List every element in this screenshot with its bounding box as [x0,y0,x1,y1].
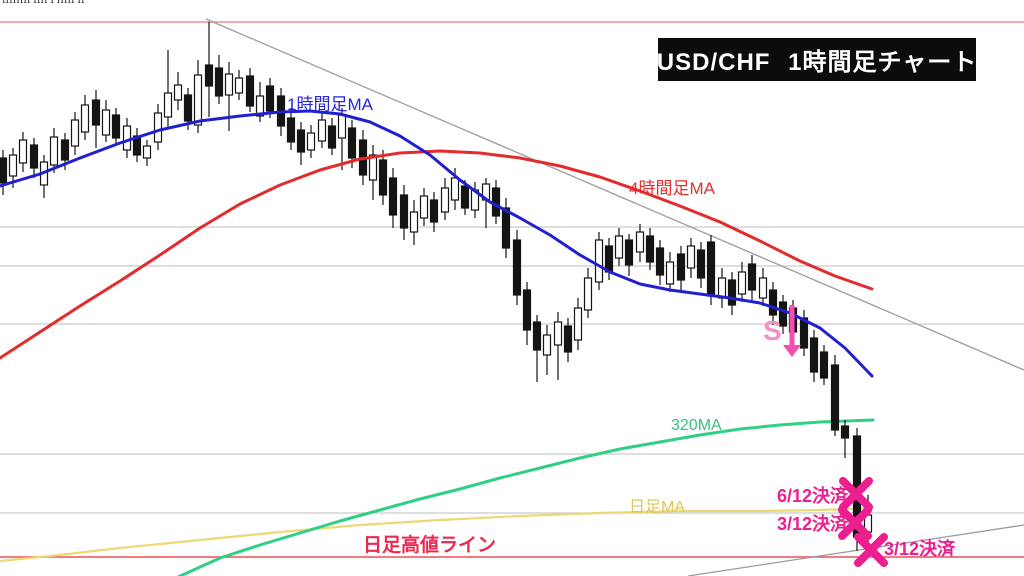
label-daily-high-line: 日足高値ライン [363,535,497,556]
label-sell-entry-s: S [763,315,782,346]
descending-trendline [205,18,1024,371]
ma-320-line [176,418,875,576]
candlestick-series [0,22,873,551]
clipped-watermark-text: IIIIIIII IIII I IIIII II [2,0,85,6]
exit-x-marks [838,477,888,567]
trendlines [205,18,1024,576]
label-exit-3-12-b: 3/12決済 [884,539,956,559]
daily-ma-line [0,506,874,563]
x-mark-icon [854,533,888,567]
chart-title: USD/CHF 1時間足チャート [656,49,978,76]
ma-4h-line [0,149,874,360]
ma-320 [176,418,875,576]
horizontal-level-lines [0,21,1024,558]
ma-1h-line [0,109,874,378]
ascending-trendline [687,524,1024,576]
x-mark-icon [838,506,872,540]
x-mark-icon [839,477,873,511]
price-gridlines [0,226,1024,514]
label-1h-ma: 1時間足MA [287,95,373,114]
label-320-ma: 320MA [671,417,722,434]
label-exit-3-12-a: 3/12決済 [776,514,848,534]
sell-entry-arrow [783,305,801,357]
label-exit-6-12: 6/12決済 [776,486,848,506]
ma-4h [0,149,874,360]
down-arrow-head-icon [783,345,801,357]
label-4h-ma: 4時間足MA [629,179,715,198]
label-daily-ma: 日足MA [629,499,686,516]
daily-ma [0,506,874,563]
chart-title-box: USD/CHF 1時間足チャート [656,38,978,81]
ma-1h [0,109,874,378]
